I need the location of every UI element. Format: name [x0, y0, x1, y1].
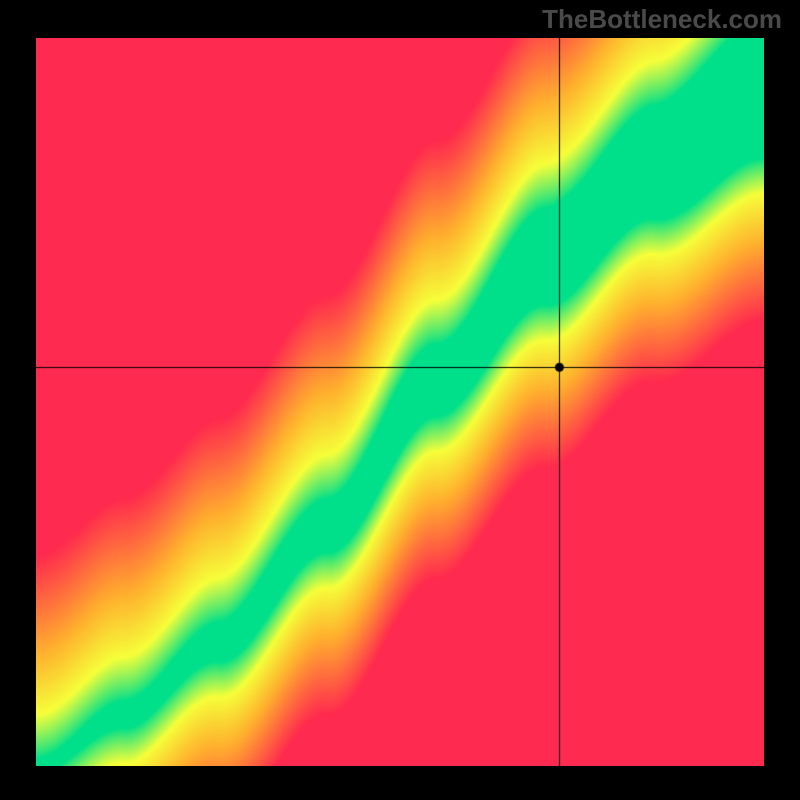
- chart-container: TheBottleneck.com: [0, 0, 800, 800]
- bottleneck-heatmap: [36, 38, 764, 766]
- watermark-text: TheBottleneck.com: [542, 4, 782, 35]
